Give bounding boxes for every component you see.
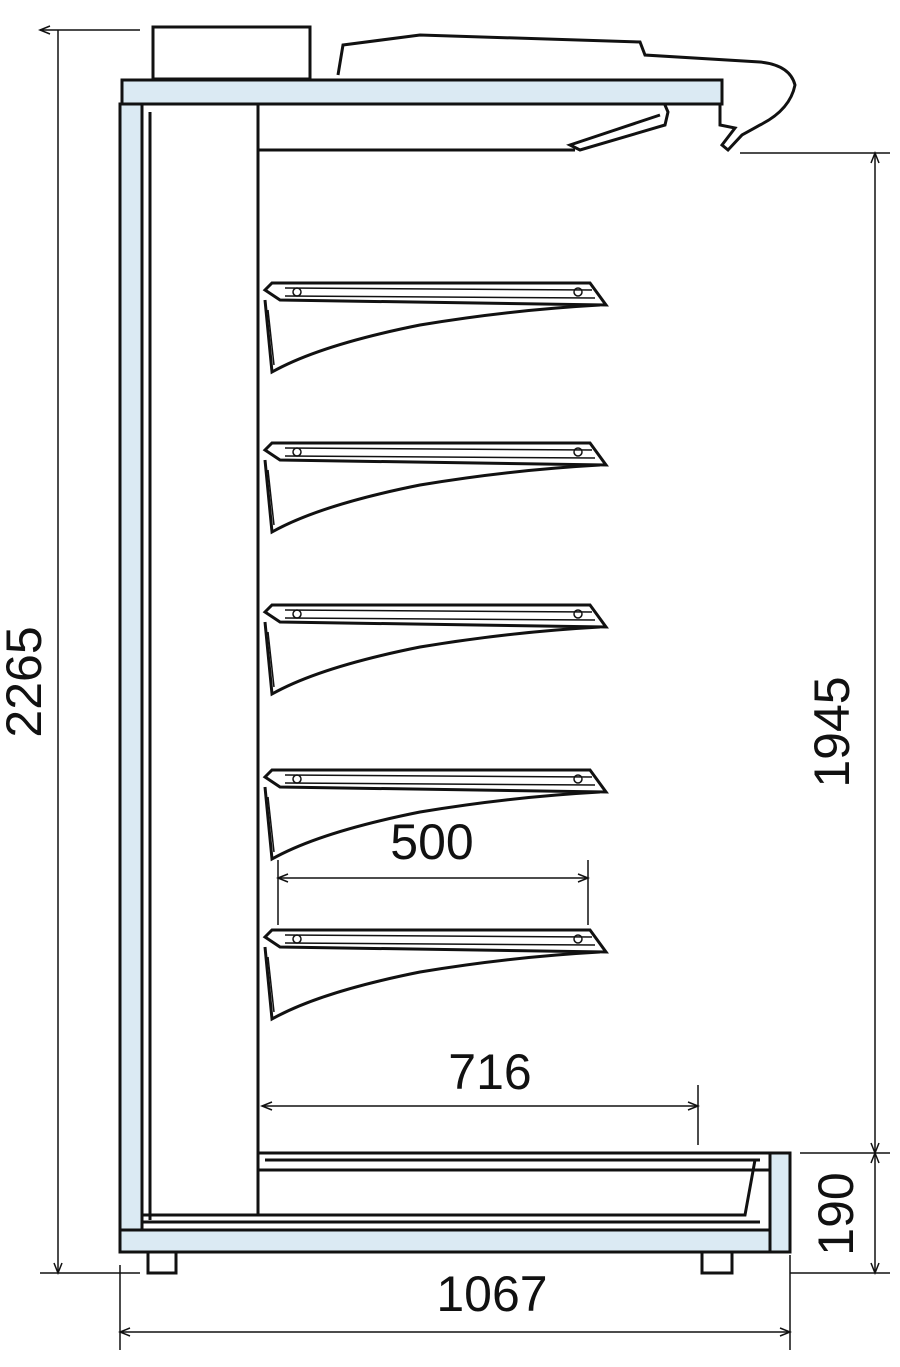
- dim-label: 500: [390, 814, 473, 870]
- dimension-lines: [40, 30, 890, 1350]
- foot: [146, 1250, 178, 1275]
- dim-total-height: [40, 30, 140, 1273]
- shelf: [263, 441, 608, 534]
- back-panel: [118, 102, 144, 1254]
- top-panel: [120, 78, 724, 106]
- base-panel: [118, 1228, 792, 1254]
- cabinet: [118, 25, 797, 1275]
- dim-label: 2265: [0, 626, 52, 737]
- shelves: [263, 281, 608, 1021]
- shelf: [263, 281, 608, 374]
- shelf: [263, 928, 608, 1021]
- dim-label: 1067: [436, 1266, 547, 1322]
- top-unit: [151, 25, 312, 81]
- front-panel: [768, 1151, 792, 1254]
- canopy: [336, 33, 797, 153]
- dim-label: 716: [448, 1044, 531, 1100]
- base-deck: [142, 1151, 772, 1224]
- shelf: [263, 603, 608, 696]
- dim-label: 1945: [804, 676, 860, 787]
- rear-duct: [140, 102, 260, 1217]
- foot: [700, 1250, 734, 1275]
- dim-label: 190: [808, 1172, 864, 1255]
- dim-ext: [277, 860, 589, 925]
